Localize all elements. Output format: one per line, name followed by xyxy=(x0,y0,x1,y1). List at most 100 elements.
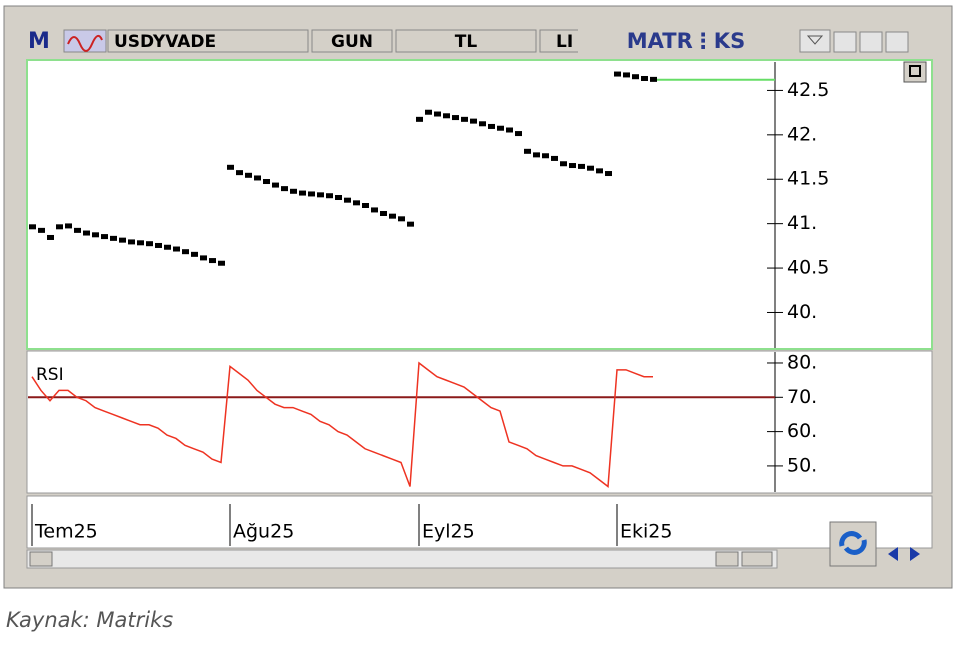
price-bar xyxy=(416,116,423,122)
price-bar xyxy=(515,131,522,137)
chart-icon[interactable] xyxy=(63,29,107,53)
rsi-panel xyxy=(26,350,933,494)
price-bar xyxy=(137,240,144,246)
rsi-line xyxy=(31,361,653,488)
price-bar xyxy=(569,163,576,169)
price-bar xyxy=(245,172,252,178)
price-bar xyxy=(587,165,594,171)
tab[interactable]: LI xyxy=(556,32,573,52)
y-tick-label: 70. xyxy=(787,386,817,408)
price-bar xyxy=(632,74,639,80)
panel-button-icon xyxy=(909,65,921,77)
price-bar xyxy=(173,246,180,252)
price-bar xyxy=(56,224,63,230)
period-box[interactable] xyxy=(311,29,393,53)
price-bar xyxy=(119,237,126,243)
price-bar xyxy=(191,251,198,257)
price-bar xyxy=(524,148,531,154)
price-bar xyxy=(479,121,486,127)
close-button[interactable] xyxy=(885,31,909,53)
price-bar xyxy=(389,213,396,219)
price-bar xyxy=(425,109,432,115)
x-tick-label: Eyl25 xyxy=(422,521,475,543)
y-tick-label: 41.5 xyxy=(787,168,829,190)
price-bar xyxy=(128,239,135,245)
price-bar xyxy=(146,241,153,247)
price-bar xyxy=(290,188,297,194)
price-bar xyxy=(371,207,378,213)
price-bar xyxy=(560,161,567,167)
price-bar xyxy=(461,116,468,122)
price-bar xyxy=(533,152,540,158)
price-bar xyxy=(551,155,558,161)
y-tick-label: 40.5 xyxy=(787,257,829,279)
price-bar xyxy=(434,111,441,117)
logo[interactable]: M xyxy=(28,29,50,54)
price-panel xyxy=(26,59,933,350)
price-bar xyxy=(299,190,306,196)
price-bar xyxy=(497,125,504,131)
price-bar xyxy=(227,164,234,170)
caption: Kaynak: Matriks xyxy=(6,608,173,632)
symbol[interactable]: USDYVADE xyxy=(114,32,216,52)
y-tick-label: 50. xyxy=(787,454,817,476)
nav-arrows[interactable] xyxy=(888,547,920,561)
scroll-left[interactable] xyxy=(29,551,53,567)
scroll-thumb[interactable] xyxy=(715,551,739,567)
currency[interactable]: TL xyxy=(455,32,478,52)
chart-icon-wave xyxy=(67,34,103,52)
dropdown-button[interactable] xyxy=(799,29,831,53)
price-bar xyxy=(443,113,450,119)
price-bar xyxy=(614,71,621,77)
price-bar xyxy=(272,182,279,188)
price-bar xyxy=(236,170,243,176)
price-bar xyxy=(470,118,477,124)
time-axis-panel xyxy=(26,495,933,549)
refresh-button[interactable] xyxy=(829,521,877,567)
maximize-button[interactable] xyxy=(859,31,883,53)
scrollbar[interactable] xyxy=(26,549,778,569)
refresh-icon xyxy=(839,531,867,555)
price-bar xyxy=(263,179,270,185)
price-bar xyxy=(344,197,351,203)
price-bar xyxy=(452,115,459,121)
x-tick-label: Tem25 xyxy=(34,521,98,543)
price-bar xyxy=(254,175,261,181)
scroll-right[interactable] xyxy=(741,551,773,567)
price-bar xyxy=(317,192,324,198)
period[interactable]: GUN xyxy=(331,32,373,52)
price-bar xyxy=(353,200,360,206)
price-bar xyxy=(218,260,225,266)
price-bar xyxy=(164,244,171,250)
y-tick-label: 41. xyxy=(787,212,817,234)
price-bar xyxy=(623,72,630,78)
x-tick-label: Eki25 xyxy=(620,521,672,543)
price-bar xyxy=(65,223,72,229)
price-bar xyxy=(578,163,585,169)
symbol-box[interactable] xyxy=(107,29,309,53)
price-bar xyxy=(488,123,495,129)
y-tick-label: 42. xyxy=(787,123,817,145)
price-bar xyxy=(641,75,648,81)
price-bar xyxy=(398,216,405,222)
minimize-button[interactable] xyxy=(833,31,857,53)
price-bar xyxy=(209,258,216,264)
panel-title: RSI xyxy=(36,365,64,385)
x-tick-label: Ağu25 xyxy=(233,521,294,543)
price-bar xyxy=(308,191,315,197)
price-bar xyxy=(92,232,99,238)
y-tick-label: 42.5 xyxy=(787,79,829,101)
price-bar xyxy=(596,168,603,174)
brand: MATR⋮KS xyxy=(627,29,745,53)
y-tick-label: 80. xyxy=(787,351,817,373)
brand-box xyxy=(578,28,794,54)
currency-box[interactable] xyxy=(395,29,537,53)
y-tick-label: 60. xyxy=(787,420,817,442)
price-bar xyxy=(38,227,45,233)
price-bar xyxy=(29,224,36,230)
price-bar xyxy=(74,227,81,233)
price-bar xyxy=(380,210,387,216)
price-bar xyxy=(182,249,189,255)
